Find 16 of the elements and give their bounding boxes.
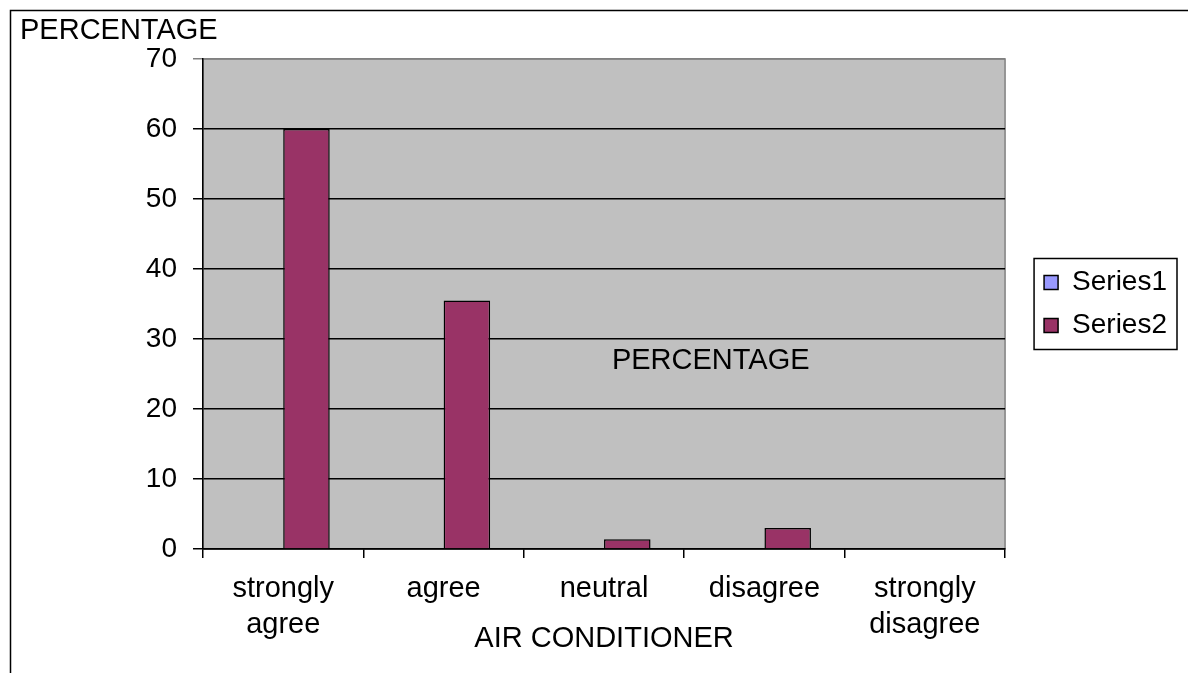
x-tick-label: disagree bbox=[708, 571, 821, 604]
legend-label: Series1 bbox=[1072, 265, 1167, 297]
y-tick-label: 50 bbox=[145, 181, 177, 213]
x-axis-title: AIR CONDITIONER bbox=[474, 621, 734, 653]
y-tick-label: 10 bbox=[145, 461, 177, 493]
y-tick-label: 20 bbox=[145, 391, 177, 423]
text: PERCENTAGE bbox=[611, 343, 810, 376]
y-tick-label: 40 bbox=[145, 251, 177, 283]
x-tick-label: strongly disagree bbox=[869, 571, 981, 640]
x-tick-label: agree bbox=[406, 571, 481, 604]
y-tick-label: 30 bbox=[145, 321, 177, 353]
x-tick-label: neutral bbox=[559, 571, 649, 604]
legend-label: Series2 bbox=[1072, 308, 1167, 340]
y-tick-label: 0 bbox=[161, 531, 177, 563]
x-tick-label: strongly agree bbox=[232, 571, 335, 640]
y-tick-label: 60 bbox=[145, 111, 177, 143]
